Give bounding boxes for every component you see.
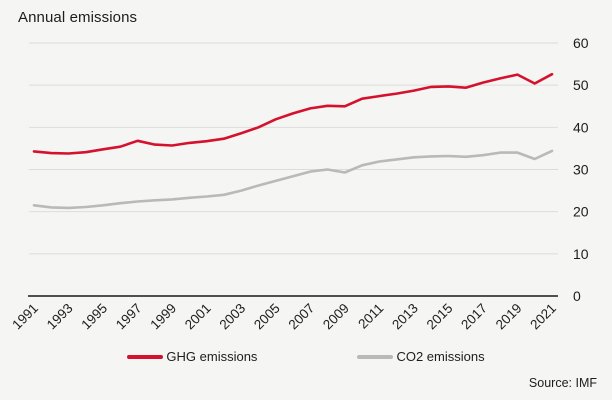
x-tick-label: 1999 xyxy=(147,301,179,333)
x-tick-label: 1991 xyxy=(9,301,41,333)
co2-emissions-line xyxy=(32,149,554,210)
y-tick-label: 40 xyxy=(573,119,589,135)
x-tick-label: 2009 xyxy=(320,301,352,333)
source-note: Source: IMF xyxy=(528,376,597,390)
y-tick-label: 50 xyxy=(573,77,589,93)
y-tick-label: 20 xyxy=(573,204,589,220)
ghg-emissions-line xyxy=(32,72,554,155)
x-tick-label: 2015 xyxy=(424,301,456,333)
x-tick-label: 2013 xyxy=(389,301,421,333)
legend-label-ghg: GHG emissions xyxy=(166,349,258,364)
x-tick-label: 2007 xyxy=(286,301,318,333)
y-tick-label: 60 xyxy=(573,35,589,51)
x-tick-label: 1993 xyxy=(44,301,76,333)
chart-title: Annual emissions xyxy=(18,9,138,26)
x-tick-label: 2019 xyxy=(493,301,525,333)
x-tick-label: 2005 xyxy=(251,301,283,333)
y-tick-label: 0 xyxy=(573,288,581,304)
y-tick-label: 10 xyxy=(573,246,589,262)
legend: GHG emissions CO2 emissions xyxy=(0,349,612,364)
x-tick-label: 2017 xyxy=(458,301,490,333)
legend-item-ghg: GHG emissions xyxy=(127,349,257,364)
co2-line-swatch xyxy=(357,354,394,359)
legend-label-co2: CO2 emissions xyxy=(396,349,485,364)
x-tick-label: 2003 xyxy=(216,301,248,333)
x-tick-label: 1995 xyxy=(78,301,110,333)
x-tick-label: 2011 xyxy=(355,301,386,332)
y-tick-label: 30 xyxy=(573,162,589,178)
ghg-line-swatch xyxy=(127,354,164,359)
x-tick-label: 2021 xyxy=(527,301,559,333)
x-tick-label: 1997 xyxy=(113,301,145,333)
legend-item-co2: CO2 emissions xyxy=(357,349,485,364)
x-tick-label: 2001 xyxy=(182,301,214,333)
